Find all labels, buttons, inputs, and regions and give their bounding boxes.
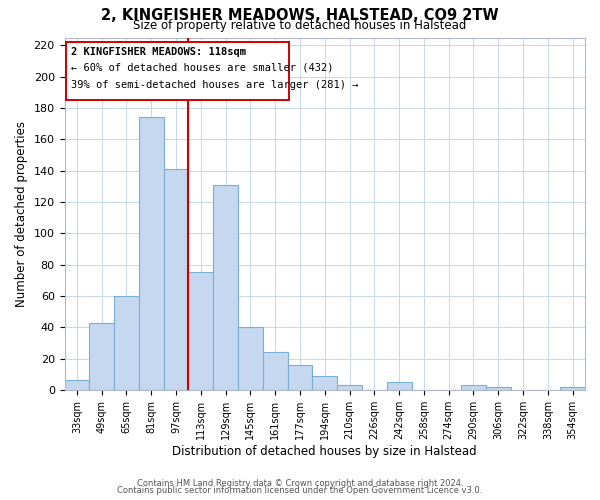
Bar: [461, 385, 486, 390]
Text: 2, KINGFISHER MEADOWS, HALSTEAD, CO9 2TW: 2, KINGFISHER MEADOWS, HALSTEAD, CO9 2TW: [101, 8, 499, 22]
Text: Contains HM Land Registry data © Crown copyright and database right 2024.: Contains HM Land Registry data © Crown c…: [137, 478, 463, 488]
Bar: [560, 386, 585, 390]
Bar: [263, 352, 287, 390]
Bar: [213, 184, 238, 390]
Bar: [387, 382, 412, 390]
Text: Contains public sector information licensed under the Open Government Licence v3: Contains public sector information licen…: [118, 486, 482, 495]
Bar: [486, 386, 511, 390]
Y-axis label: Number of detached properties: Number of detached properties: [15, 120, 28, 306]
FancyBboxPatch shape: [66, 42, 289, 100]
Bar: [89, 322, 114, 390]
Bar: [188, 272, 213, 390]
Text: 39% of semi-detached houses are larger (281) →: 39% of semi-detached houses are larger (…: [71, 80, 358, 90]
Bar: [313, 376, 337, 390]
Bar: [337, 385, 362, 390]
Text: ← 60% of detached houses are smaller (432): ← 60% of detached houses are smaller (43…: [71, 62, 333, 72]
X-axis label: Distribution of detached houses by size in Halstead: Distribution of detached houses by size …: [172, 444, 477, 458]
Bar: [164, 169, 188, 390]
Text: 2 KINGFISHER MEADOWS: 118sqm: 2 KINGFISHER MEADOWS: 118sqm: [71, 47, 246, 57]
Bar: [114, 296, 139, 390]
Bar: [139, 118, 164, 390]
Bar: [238, 327, 263, 390]
Text: Size of property relative to detached houses in Halstead: Size of property relative to detached ho…: [133, 18, 467, 32]
Bar: [65, 380, 89, 390]
Bar: [287, 365, 313, 390]
